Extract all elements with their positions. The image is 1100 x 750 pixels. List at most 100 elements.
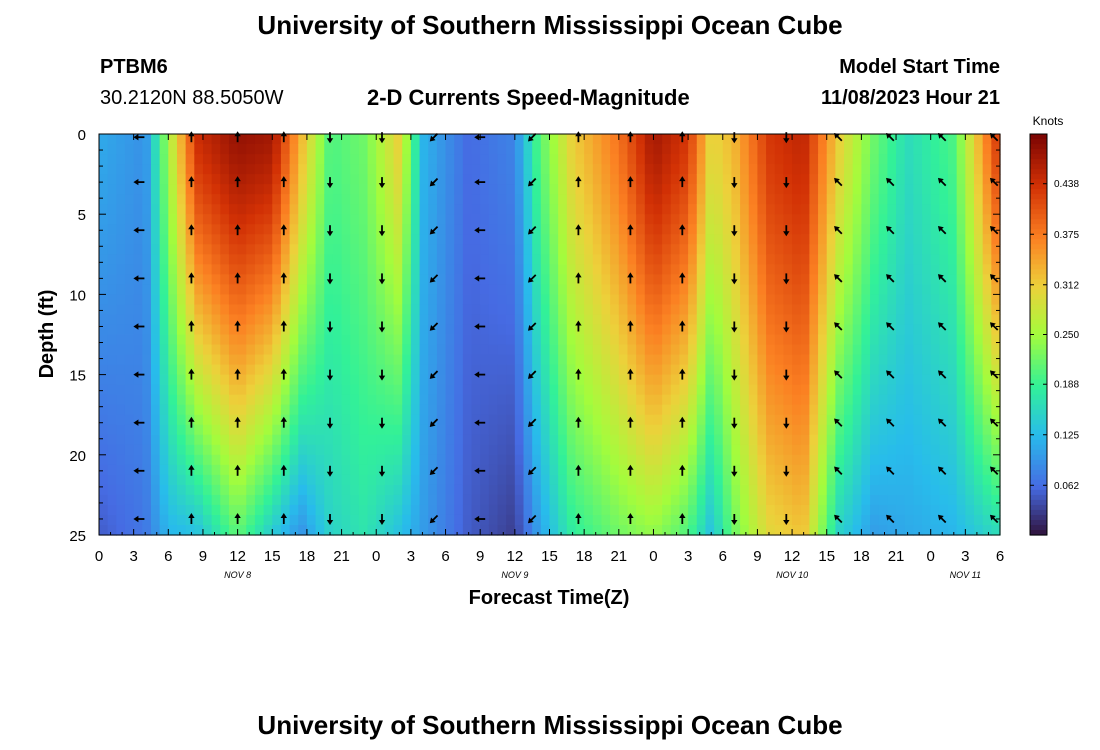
colorbar-segment: [1030, 349, 1047, 356]
heatmap-cell: [402, 284, 412, 296]
heatmap-cell: [783, 264, 793, 275]
heatmap-cell: [202, 414, 213, 426]
heatmap-cell: [532, 144, 542, 155]
heatmap-cell: [592, 234, 603, 245]
heatmap-cell: [124, 294, 135, 306]
heatmap-cell: [740, 524, 750, 536]
heatmap-cell: [506, 424, 516, 436]
heatmap-cell: [774, 394, 785, 406]
heatmap-cell: [592, 434, 603, 446]
heatmap-cell: [332, 134, 343, 145]
heatmap-cell: [592, 154, 603, 165]
heatmap-cell: [107, 214, 117, 225]
heatmap-cell: [601, 464, 611, 476]
heatmap-cell: [549, 354, 559, 366]
heatmap-cell: [428, 494, 438, 506]
heatmap-cell: [618, 174, 629, 185]
heatmap-cell: [939, 354, 949, 366]
heatmap-cell: [220, 314, 230, 326]
heatmap-cell: [237, 384, 247, 396]
heatmap-cell: [870, 504, 880, 516]
heatmap-cell: [445, 364, 455, 376]
heatmap-cell: [714, 504, 724, 516]
heatmap-cell: [757, 274, 767, 285]
heatmap-cell: [818, 354, 828, 366]
heatmap-cell: [809, 194, 819, 205]
heatmap-cell: [246, 174, 256, 185]
heatmap-cell: [714, 164, 724, 175]
heatmap-cell: [913, 294, 923, 306]
heatmap-cell: [480, 164, 490, 175]
heatmap-cell: [913, 224, 923, 235]
heatmap-cell: [618, 254, 629, 265]
heatmap-cell: [939, 194, 949, 205]
heatmap-cell: [644, 454, 655, 466]
heatmap-cell: [462, 234, 473, 245]
heatmap-cell: [800, 364, 810, 376]
heatmap-cell: [965, 174, 975, 185]
heatmap-cell: [315, 484, 325, 496]
heatmap-cell: [956, 464, 966, 476]
heatmap-cell: [185, 354, 195, 366]
heatmap-cell: [393, 484, 403, 496]
heatmap-cell: [514, 134, 525, 145]
heatmap-cell: [731, 414, 741, 426]
colorbar-segment: [1030, 529, 1047, 536]
heatmap-cell: [818, 284, 828, 296]
heatmap-cell: [254, 474, 265, 486]
heatmap-cell: [982, 504, 992, 516]
heatmap-cell: [800, 324, 810, 336]
heatmap-cell: [766, 364, 776, 376]
heatmap-cell: [991, 174, 1001, 185]
heatmap-cell: [965, 304, 975, 316]
heatmap-cell: [315, 414, 325, 426]
heatmap-cell: [306, 174, 317, 185]
heatmap-cell: [150, 434, 161, 446]
heatmap-cell: [705, 394, 715, 406]
heatmap-cell: [939, 204, 949, 215]
heatmap-cell: [272, 214, 282, 225]
heatmap-cell: [705, 214, 715, 225]
heatmap-cell: [324, 494, 334, 506]
heatmap-cell: [462, 224, 473, 235]
heatmap-cell: [922, 174, 932, 185]
heatmap-cell: [748, 424, 759, 436]
heatmap-cell: [211, 214, 221, 225]
heatmap-cell: [783, 524, 793, 536]
heatmap-cell: [870, 294, 880, 306]
heatmap-cell: [575, 514, 585, 526]
heatmap-cell: [436, 154, 447, 165]
heatmap-cell: [436, 184, 447, 195]
heatmap-cell: [471, 314, 481, 326]
heatmap-cell: [939, 184, 949, 195]
heatmap-cell: [506, 494, 516, 506]
heatmap-cell: [220, 434, 230, 446]
heatmap-cell: [818, 164, 828, 175]
heatmap-cell: [133, 324, 143, 336]
heatmap-cell: [332, 224, 343, 235]
heatmap-cell: [792, 354, 802, 366]
heatmap-cell: [419, 524, 429, 536]
heatmap-cell: [783, 284, 793, 296]
heatmap-cell: [644, 164, 655, 175]
x-tick-label: 6: [164, 548, 172, 565]
heatmap-cell: [757, 354, 767, 366]
heatmap-cell: [696, 384, 707, 396]
heatmap-cell: [107, 384, 117, 396]
heatmap-cell: [358, 334, 369, 346]
heatmap-cell: [549, 144, 559, 155]
heatmap-cell: [246, 284, 256, 296]
heatmap-cell: [610, 274, 620, 285]
heatmap-cell: [454, 424, 464, 436]
heatmap-cell: [384, 444, 395, 456]
heatmap-cell: [497, 154, 507, 165]
heatmap-cell: [896, 514, 906, 526]
heatmap-cell: [306, 274, 317, 285]
heatmap-cell: [653, 234, 663, 245]
heatmap-cell: [835, 324, 845, 336]
heatmap-cell: [956, 414, 966, 426]
colorbar-segment: [1030, 399, 1047, 406]
heatmap-cell: [410, 324, 421, 336]
heatmap-cell: [982, 454, 992, 466]
heatmap-cell: [627, 434, 637, 446]
